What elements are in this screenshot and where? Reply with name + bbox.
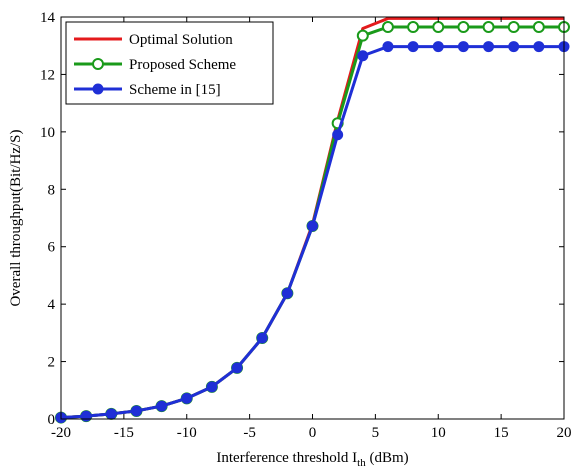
data-point — [533, 41, 545, 53]
data-point — [332, 129, 344, 141]
y-tick-label: 12 — [40, 67, 55, 83]
data-point — [256, 332, 268, 344]
y-tick-label: 2 — [48, 355, 56, 371]
x-axis-label: Interference threshold Ith (dBm) — [216, 450, 408, 469]
legend-marker — [92, 58, 104, 70]
x-tick-label: 5 — [372, 425, 380, 441]
data-point — [407, 41, 419, 53]
data-point — [357, 50, 369, 62]
data-point — [356, 29, 369, 42]
data-point — [105, 408, 117, 420]
x-tick-label: 20 — [557, 425, 572, 441]
series-layer — [55, 16, 570, 424]
y-tick-label: 6 — [48, 240, 56, 256]
data-point — [206, 381, 218, 393]
data-point — [532, 21, 545, 34]
data-point — [130, 405, 142, 417]
y-tick-label: 10 — [40, 125, 55, 141]
legend-label: Scheme in [15] — [129, 82, 221, 98]
y-tick-label: 4 — [48, 297, 56, 313]
legend: Optimal Solution Proposed Scheme Scheme in… — [65, 21, 274, 105]
data-point — [507, 21, 520, 34]
data-point — [307, 220, 318, 232]
data-point — [432, 41, 444, 53]
x-tick-label: -20 — [51, 425, 71, 441]
x-tick-label: -15 — [114, 425, 134, 441]
data-point — [80, 410, 92, 422]
x-axis-label-main: Interference threshold I — [216, 450, 357, 466]
x-axis-label-subscript: th — [357, 457, 366, 469]
data-point — [508, 41, 520, 53]
x-tick-label: -10 — [177, 425, 197, 441]
data-point — [457, 41, 469, 53]
data-point — [381, 21, 394, 34]
ticks-layer: -20 -15 -10 -5 0 5 10 15 20 0 2 4 6 8 10 12 14 — [40, 10, 572, 441]
data-point — [457, 21, 470, 34]
y-axis-label: Overall throughput(Bit/Hz/S) — [8, 129, 24, 306]
x-tick-label: -5 — [243, 425, 256, 441]
data-point — [231, 362, 243, 374]
data-point — [482, 21, 495, 34]
y-tick-label: 0 — [48, 412, 56, 428]
data-point — [281, 287, 293, 299]
data-point — [156, 400, 168, 412]
x-tick-label: 0 — [309, 425, 317, 441]
data-point — [483, 41, 495, 53]
legend-label: Optimal Solution — [129, 32, 233, 48]
x-axis-label-unit: (dBm) — [366, 450, 409, 466]
data-point — [382, 41, 394, 53]
data-point — [181, 392, 193, 404]
x-tick-label: 15 — [494, 425, 509, 441]
data-point — [432, 21, 445, 34]
y-tick-label: 8 — [48, 182, 56, 198]
y-tick-label: 14 — [40, 10, 56, 26]
x-tick-label: 10 — [431, 425, 446, 441]
legend-marker — [92, 83, 104, 95]
series-2 — [55, 41, 570, 424]
data-point — [407, 21, 420, 34]
legend-label: Proposed Scheme — [129, 57, 236, 73]
